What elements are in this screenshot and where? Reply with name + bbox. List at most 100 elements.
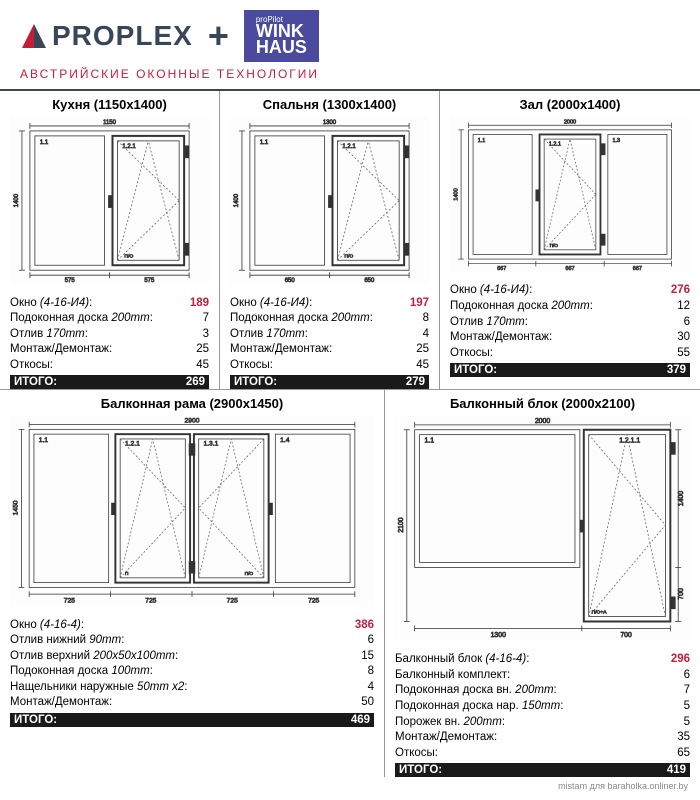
svg-text:П/О: П/О [124,253,133,259]
spec-row: Окно (4-16-И4):276 [450,283,690,299]
hall-specs: Окно (4-16-И4):276Подоконная доска 200mm… [450,283,690,377]
svg-text:1.4: 1.4 [280,437,290,444]
total-row: ИТОГО:279 [230,375,429,389]
svg-text:1.2.1: 1.2.1 [342,143,356,149]
svg-text:667: 667 [633,266,642,272]
svg-text:1300: 1300 [323,120,337,126]
svg-text:2100: 2100 [398,518,405,533]
svg-text:1400: 1400 [14,193,20,207]
spec-row: Окно (4-16-И4):197 [230,296,429,312]
svg-text:650: 650 [285,278,296,284]
svg-text:725: 725 [308,598,319,605]
svg-text:725: 725 [145,598,156,605]
svg-text:1150: 1150 [103,120,116,126]
spec-row: Подоконная доска 200mm:8 [230,311,429,327]
svg-text:1.3: 1.3 [612,137,620,143]
spec-row: Подоконная доска 200mm:7 [10,311,209,327]
svg-text:1400: 1400 [234,193,240,207]
spec-row: Окно (4-16-4):386 [10,618,374,634]
tagline: АВСТРИЙСКИЕ ОКОННЫЕ ТЕХНОЛОГИИ [0,67,700,89]
svg-text:2000: 2000 [564,119,576,125]
svg-text:1.2.1.1: 1.2.1.1 [619,438,640,445]
spec-row: Подоконная доска 200mm:12 [450,299,690,315]
kitchen-title: Кухня (1150x1400) [10,97,209,112]
balcony-block-title: Балконный блок (2000x2100) [395,396,690,411]
svg-text:1.1: 1.1 [478,137,486,143]
svg-text:2000: 2000 [535,418,550,425]
svg-text:1.1: 1.1 [260,139,269,145]
watermark: mistam для baraholka.onliner.by [0,777,700,795]
svg-text:П/О: П/О [550,243,559,248]
balcony-frame-diagram: 2900 1.1 1.2.1 П 1.3.1 [10,415,374,607]
svg-text:1400: 1400 [453,188,459,200]
svg-text:1450: 1450 [13,500,20,515]
spec-row: Монтаж/Демонтаж:35 [395,730,690,746]
svg-text:667: 667 [497,266,506,272]
total-row: ИТОГО:379 [450,363,690,377]
hall-title: Зал (2000x1400) [450,97,690,112]
svg-text:1.1: 1.1 [40,139,49,145]
bedroom-cell: Спальня (1300x1400) 1300 1.1 1.2.1 П/О 1… [220,91,440,390]
svg-text:575: 575 [65,278,76,284]
spec-row: Откосы:55 [450,346,690,362]
balcony-frame-title: Балконная рама (2900x1450) [10,396,374,411]
svg-text:575: 575 [144,278,155,284]
kitchen-cell: Кухня (1150x1400) 1150 1.1 1.2.1 П/О 140… [0,91,220,390]
winkhaus-logo: proPilot WINK HAUS [244,10,319,62]
total-row: ИТОГО:469 [10,713,374,727]
hall-diagram: 2000 1.1 1.2.1 П/О 1.3 1400 667 667 [450,116,690,273]
spec-row: Балконный комплект:6 [395,668,690,684]
brand-text: PROPLEX [52,20,193,52]
proplex-logo: PROPLEX [20,20,193,52]
plus-icon: + [208,15,229,57]
balcony-block-diagram: 2000 1.1 1.2.1.1 П/О+А 2100 1400 700 [395,415,690,641]
svg-text:2900: 2900 [185,418,200,425]
bottom-row: Балконная рама (2900x1450) 2900 1.1 1.2.… [0,390,700,777]
spec-row: Откосы:45 [230,358,429,374]
bedroom-title: Спальня (1300x1400) [230,97,429,112]
kitchen-specs: Окно (4-16-И4):189Подоконная доска 200mm… [10,296,209,390]
kitchen-diagram: 1150 1.1 1.2.1 П/О 1400 575 575 [10,116,209,285]
balcony-frame-specs: Окно (4-16-4):386Отлив нижний 90mm:6Отли… [10,618,374,727]
spec-row: Балконный блок (4-16-4):296 [395,652,690,668]
svg-text:1300: 1300 [491,633,506,640]
spec-row: Откосы:45 [10,358,209,374]
svg-text:725: 725 [227,598,238,605]
svg-text:667: 667 [565,266,574,272]
svg-text:1.2.1: 1.2.1 [122,143,136,149]
svg-text:1.1: 1.1 [39,437,49,444]
spec-row: Отлив 170mm:3 [10,327,209,343]
spec-row: Отлив 170mm:6 [450,315,690,331]
svg-text:1.1: 1.1 [425,438,435,445]
svg-text:650: 650 [364,278,375,284]
spec-row: Подоконная доска 100mm:8 [10,664,374,680]
spec-row: Монтаж/Демонтаж:50 [10,695,374,711]
svg-text:П: П [125,571,129,577]
svg-text:1.2.1: 1.2.1 [125,441,140,448]
bedroom-diagram: 1300 1.1 1.2.1 П/О 1400 650 650 [230,116,429,285]
spec-row: Откосы:65 [395,746,690,762]
balcony-block-cell: Балконный блок (2000x2100) 2000 1.1 1.2.… [385,390,700,777]
spec-row: Монтаж/Демонтаж:25 [10,342,209,358]
spec-row: Порожек вн. 200mm:5 [395,715,690,731]
spec-row: Монтаж/Демонтаж:30 [450,330,690,346]
svg-text:700: 700 [678,588,685,600]
balcony-block-specs: Балконный блок (4-16-4):296Балконный ком… [395,652,690,777]
hall-cell: Зал (2000x1400) 2000 1.1 1.2.1 П/О 1.3 1… [440,91,700,390]
spec-row: Монтаж/Демонтаж:25 [230,342,429,358]
svg-text:700: 700 [620,633,632,640]
svg-text:П/О: П/О [245,571,254,577]
spec-row: Нащельники наружные 50mm x2:4 [10,680,374,696]
spec-row: Окно (4-16-И4):189 [10,296,209,312]
spec-row: Отлив верхний 200x50x100mm:15 [10,649,374,665]
svg-text:1.3.1: 1.3.1 [203,441,218,448]
total-row: ИТОГО:419 [395,763,690,777]
svg-text:1.2.1: 1.2.1 [549,141,561,147]
bedroom-specs: Окно (4-16-И4):197Подоконная доска 200mm… [230,296,429,390]
proplex-icon [20,22,48,50]
spec-row: Отлив нижний 90mm:6 [10,633,374,649]
total-row: ИТОГО:269 [10,375,209,389]
spec-row: Подоконная доска вн. 200mm:7 [395,683,690,699]
svg-text:П/О+А: П/О+А [592,610,608,616]
svg-text:П/О: П/О [344,253,353,259]
